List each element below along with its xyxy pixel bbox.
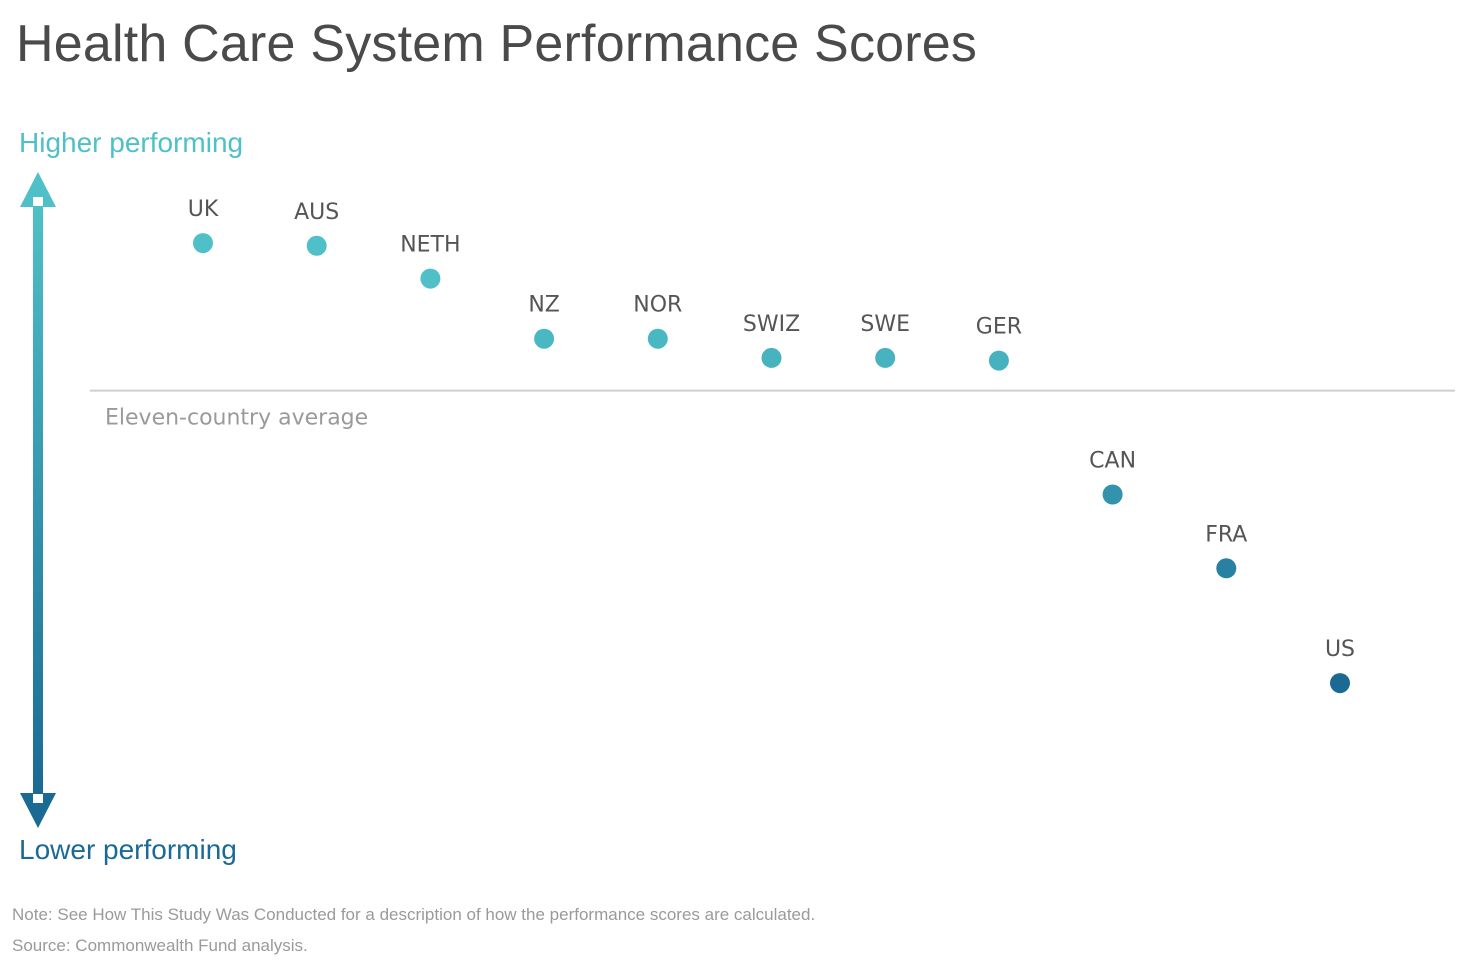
point-fra <box>1216 558 1237 579</box>
point-neth <box>420 268 441 289</box>
label-ger: GER <box>976 315 1022 340</box>
footnote: Note: See How This Study Was Conducted f… <box>12 905 816 924</box>
arrow-down-icon <box>20 793 56 828</box>
label-neth: NETH <box>400 233 460 258</box>
average-label: Eleven-country average <box>105 406 368 431</box>
point-swiz <box>761 347 782 368</box>
label-us: US <box>1325 637 1355 662</box>
point-us <box>1330 673 1350 694</box>
label-fra: FRA <box>1205 522 1247 547</box>
label-aus: AUS <box>294 200 339 225</box>
lower-performing-label: Lower performing <box>19 834 237 865</box>
performance-axis-arrow <box>20 172 56 828</box>
label-uk: UK <box>188 197 219 222</box>
source-note: Source: Commonwealth Fund analysis. <box>12 936 308 955</box>
higher-performing-label: Higher performing <box>19 127 244 158</box>
label-can: CAN <box>1089 449 1136 474</box>
point-aus <box>306 235 327 256</box>
chart-title: Health Care System Performance Scores <box>16 15 978 73</box>
point-nor <box>647 328 668 349</box>
point-uk <box>193 233 213 254</box>
arrow-up-icon <box>20 172 56 207</box>
point-nz <box>534 328 555 349</box>
point-ger <box>988 350 1009 371</box>
point-swe <box>875 347 896 368</box>
data-points: UK AUS NETH NZ NOR SWIZ SWE GER CAN FRA US <box>188 197 1355 694</box>
label-nz: NZ <box>528 293 560 318</box>
label-swiz: SWIZ <box>743 312 800 337</box>
label-nor: NOR <box>633 293 682 318</box>
label-swe: SWE <box>860 312 910 337</box>
point-can <box>1102 484 1123 505</box>
